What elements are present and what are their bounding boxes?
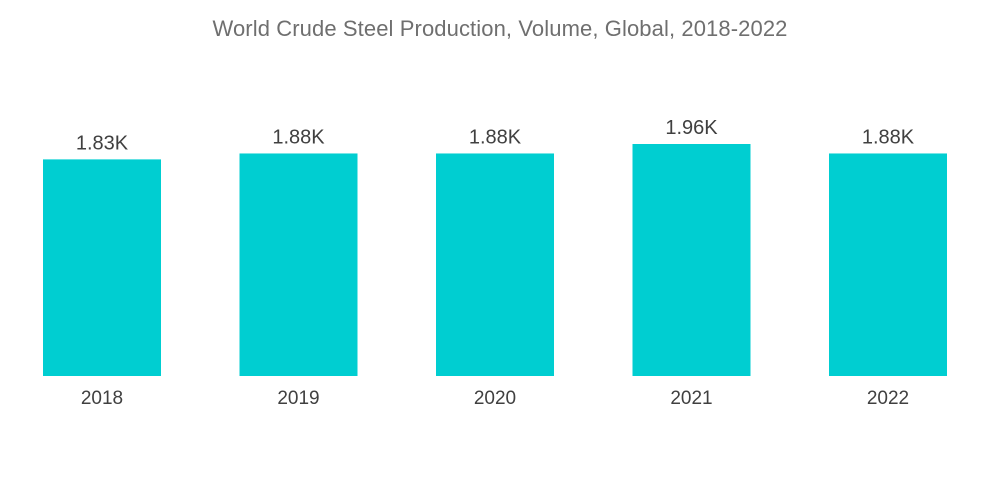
value-label-2019: 1.88K [272,126,325,148]
value-label-2022: 1.88K [862,126,915,148]
value-label-2018: 1.83K [76,132,129,154]
bar-2020 [436,153,554,376]
x-tick-label-2020: 2020 [474,388,516,409]
bar-2018 [43,159,161,376]
bar-2019 [239,153,358,376]
value-labels: 1.83K 1.88K 1.88K 1.96K 1.88K [76,117,915,154]
value-label-2021: 1.96K [665,117,718,139]
chart-title: World Crude Steel Production, Volume, Gl… [212,16,788,41]
x-tick-label-2021: 2021 [670,388,712,409]
bar-2022 [829,153,947,376]
x-tick-label-2018: 2018 [81,388,123,409]
x-tick-label-2022: 2022 [867,388,909,409]
x-tick-label-2019: 2019 [277,388,319,409]
x-axis-tick-labels: 2018 2019 2020 2021 2022 [81,388,909,409]
value-label-2020: 1.88K [469,126,522,148]
bar-2021 [632,144,751,376]
bar-series [43,144,947,376]
